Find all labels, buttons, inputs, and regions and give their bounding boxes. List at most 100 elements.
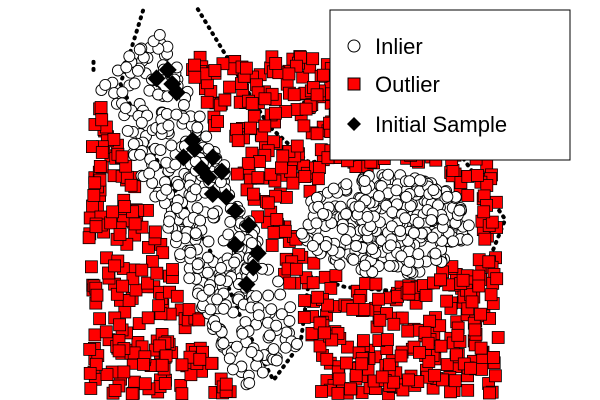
inlier-point bbox=[408, 227, 420, 240]
outlier-point bbox=[86, 199, 99, 213]
outlier-point bbox=[464, 361, 478, 375]
legend-inlier-marker bbox=[347, 39, 361, 53]
inlier-point bbox=[163, 215, 176, 228]
outlier-point bbox=[276, 149, 290, 163]
inlier-point bbox=[386, 206, 399, 219]
outlier-point bbox=[192, 313, 206, 327]
outlier-point bbox=[274, 161, 288, 175]
outlier-point bbox=[229, 122, 243, 136]
inlier-point bbox=[399, 212, 412, 225]
inlier-point bbox=[267, 343, 280, 356]
inlier-point bbox=[250, 290, 263, 303]
inlier-point bbox=[453, 204, 466, 217]
outlier-point bbox=[386, 375, 400, 389]
initial-sample-point bbox=[217, 187, 236, 206]
inlier-point bbox=[427, 184, 440, 197]
outlier-point bbox=[141, 276, 154, 290]
outlier-point bbox=[166, 263, 179, 276]
inlier-point bbox=[270, 319, 283, 332]
outlier-point bbox=[82, 231, 96, 245]
outlier-point bbox=[470, 168, 484, 182]
outlier-point bbox=[188, 70, 202, 84]
inlier-point bbox=[162, 119, 175, 132]
inlier-point bbox=[263, 329, 276, 342]
inlier-point bbox=[403, 175, 416, 188]
outlier-point bbox=[356, 334, 370, 348]
outlier-point bbox=[289, 262, 303, 276]
outlier-point bbox=[175, 387, 189, 400]
outlier-point bbox=[138, 377, 152, 391]
outlier-point bbox=[108, 259, 121, 273]
outlier-point bbox=[306, 276, 320, 290]
inlier-point bbox=[202, 235, 215, 248]
outlier-point bbox=[93, 312, 106, 326]
outlier-point bbox=[373, 313, 387, 327]
inlier-point bbox=[382, 168, 395, 181]
inlier-point bbox=[400, 190, 413, 203]
outlier-point bbox=[485, 215, 499, 229]
inlier-point bbox=[153, 28, 166, 41]
inlier-point bbox=[461, 233, 474, 246]
legend-outlier-label: Outlier bbox=[375, 72, 440, 97]
outlier-point bbox=[116, 279, 129, 293]
inlier-point bbox=[327, 182, 340, 195]
inlier-point bbox=[170, 202, 183, 215]
outlier-point bbox=[265, 239, 279, 252]
outlier-point bbox=[456, 273, 470, 287]
outlier-point bbox=[83, 366, 97, 380]
outlier-point bbox=[150, 266, 164, 280]
outlier-point bbox=[329, 269, 343, 283]
inlier-point bbox=[243, 377, 256, 389]
inlier-series bbox=[95, 28, 475, 391]
inlier-point bbox=[361, 210, 374, 223]
inlier-point bbox=[319, 240, 332, 253]
outlier-point bbox=[115, 150, 129, 164]
inlier-point bbox=[390, 184, 403, 197]
inlier-point bbox=[170, 230, 183, 243]
inlier-point bbox=[228, 256, 241, 269]
outlier-point bbox=[117, 365, 131, 379]
outlier-point bbox=[251, 171, 265, 185]
outlier-point bbox=[104, 216, 118, 230]
outlier-point bbox=[339, 356, 353, 370]
outlier-point bbox=[85, 260, 98, 274]
inlier-point bbox=[143, 167, 156, 180]
outlier-point bbox=[113, 318, 126, 332]
outlier-point bbox=[88, 176, 102, 190]
inlier-point bbox=[340, 208, 353, 220]
outlier-point bbox=[182, 303, 196, 316]
outlier-point bbox=[310, 88, 324, 102]
outlier-point bbox=[491, 331, 505, 344]
inlier-point bbox=[395, 250, 408, 263]
outlier-point bbox=[205, 356, 219, 370]
outlier-point bbox=[316, 68, 330, 82]
outlier-point bbox=[244, 121, 258, 135]
initial-sample-point bbox=[226, 201, 245, 220]
outlier-point bbox=[490, 272, 504, 286]
inlier-point bbox=[189, 227, 202, 240]
inlier-point bbox=[191, 121, 204, 134]
outlier-point bbox=[344, 382, 357, 396]
inlier-point bbox=[165, 139, 178, 152]
inlier-point bbox=[119, 102, 132, 115]
outlier-point bbox=[223, 80, 236, 94]
inlier-point bbox=[169, 158, 182, 171]
inlier-point bbox=[412, 216, 425, 229]
outlier-point bbox=[286, 176, 300, 190]
legend-initial-sample-marker bbox=[347, 117, 361, 131]
outlier-point bbox=[444, 385, 457, 399]
inlier-point bbox=[135, 116, 148, 129]
inlier-point bbox=[425, 214, 438, 227]
initial-sample-point bbox=[147, 69, 166, 88]
inlier-point bbox=[306, 239, 319, 252]
outlier-point bbox=[387, 317, 401, 331]
outlier-point bbox=[264, 167, 278, 181]
outlier-point bbox=[193, 352, 207, 366]
inlier-point bbox=[204, 303, 217, 316]
outlier-point bbox=[331, 386, 345, 400]
inlier-point bbox=[209, 320, 222, 333]
outlier-point bbox=[200, 95, 214, 109]
outlier-point bbox=[269, 57, 283, 70]
outlier-point bbox=[310, 127, 324, 141]
outlier-point bbox=[349, 369, 363, 382]
